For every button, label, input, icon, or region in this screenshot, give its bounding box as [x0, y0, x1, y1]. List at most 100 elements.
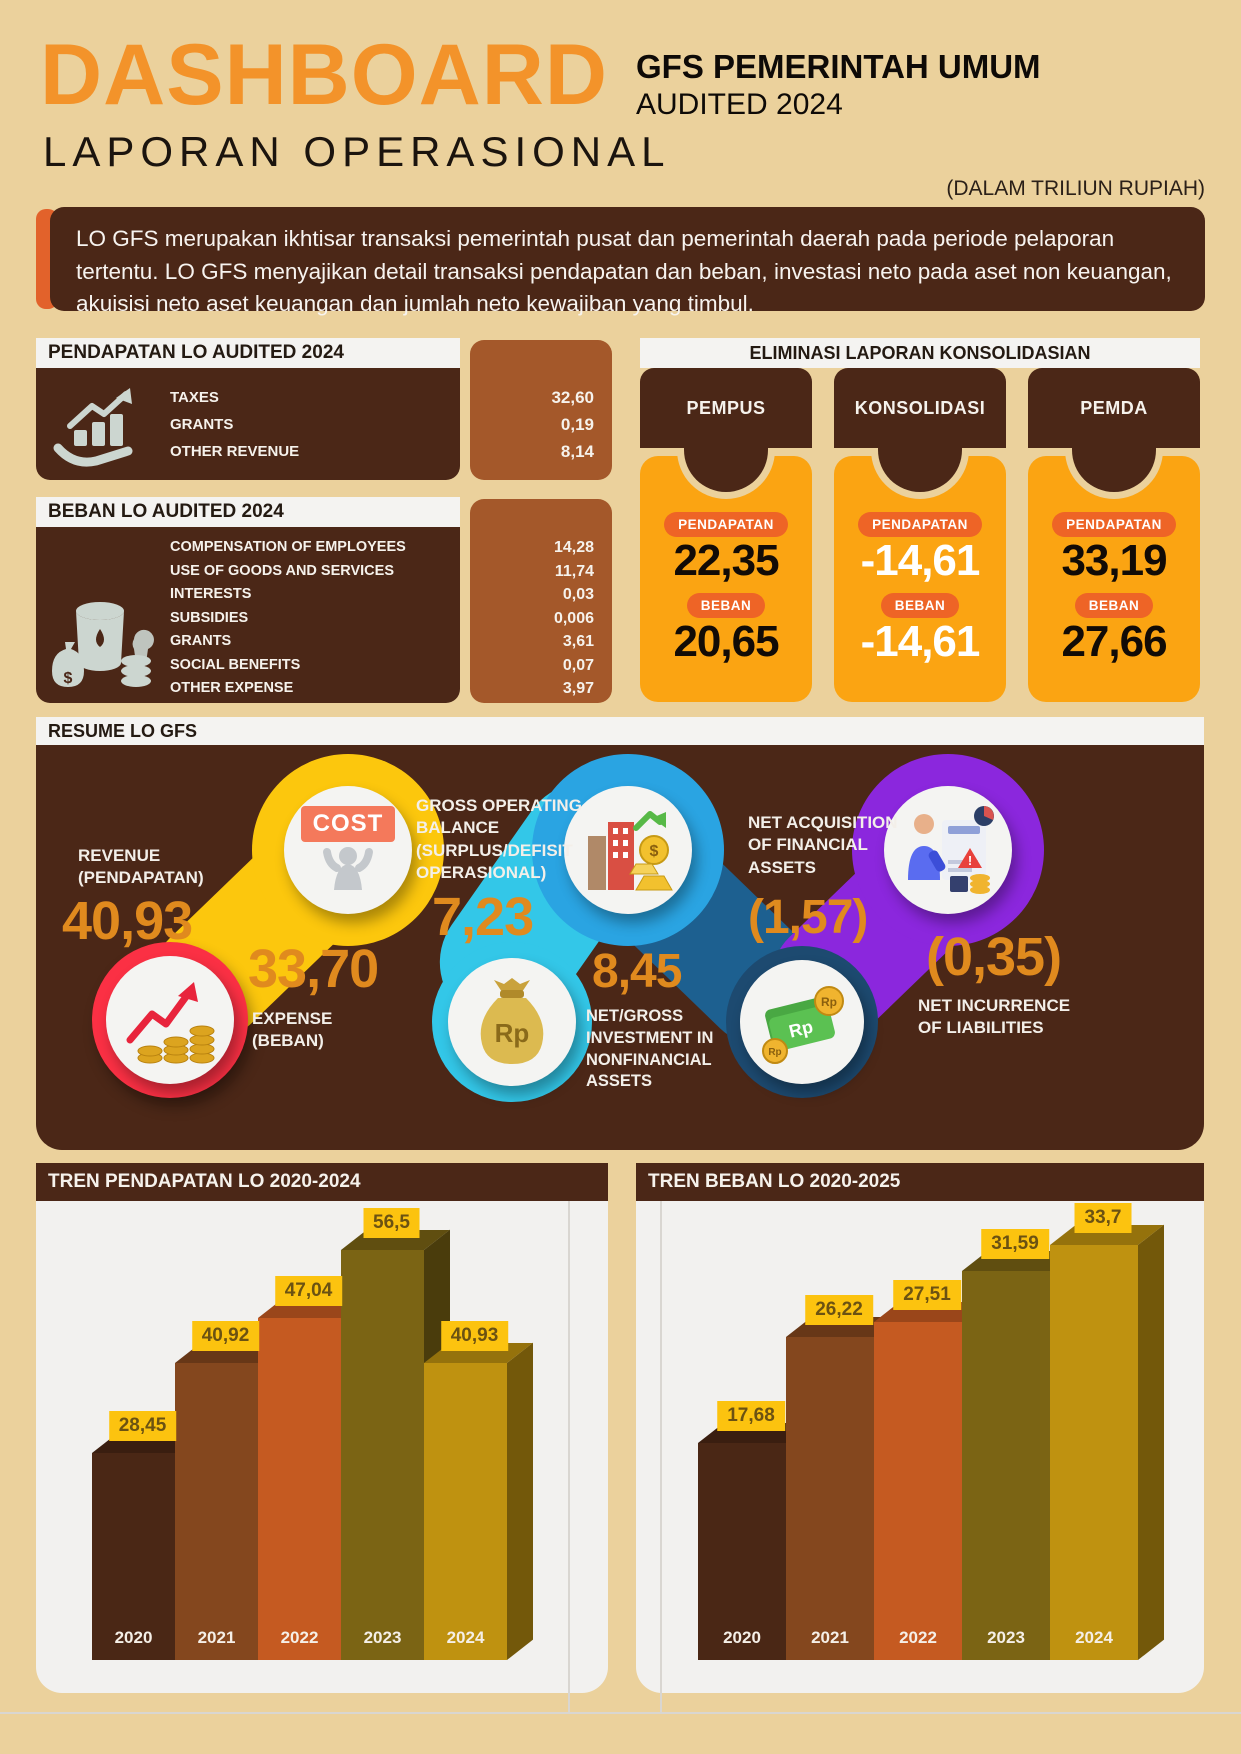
beban-row-label: INTERESTS — [170, 586, 252, 602]
pendapatan-row-value: 32,60 — [551, 388, 594, 407]
bar-2023: 2023 — [341, 1250, 424, 1660]
gross-operating-balance-label: GROSS OPERATING BALANCE (SURPLUS/DEFISIT… — [416, 796, 582, 883]
grid-vline-left — [568, 1201, 570, 1712]
konsolidasi-pendapatan-value: -14,61 — [860, 536, 981, 585]
liabilities-label: NET INCURRENCE OF LIABILITIES — [918, 996, 1071, 1038]
pemda-beban-value: 27,66 — [1061, 617, 1167, 667]
puzzle-tab — [677, 448, 775, 499]
pendapatan-pill: PENDAPATAN — [664, 512, 788, 537]
bar-year-label: 2021 — [811, 1628, 849, 1647]
chart-pendapatan-title: TREN PENDAPATAN LO 2020-2024 — [36, 1163, 608, 1201]
bar-year-label: 2020 — [114, 1628, 153, 1647]
pendapatan-labels: TAXES GRANTS OTHER REVENUE — [170, 384, 299, 465]
unit-note: (DALAM TRILIUN RUPIAH) — [946, 177, 1205, 200]
beban-row-value: 3,61 — [562, 633, 594, 650]
bar-year-label: 2021 — [197, 1628, 236, 1647]
pendapatan-row-label: OTHER REVENUE — [170, 443, 300, 460]
pendapatan-value-box: 32,60 0,19 8,14 — [470, 340, 612, 480]
bar-2020: 2020 — [698, 1443, 786, 1660]
eliminasi-col-pemda-card: PENDAPATAN 33,19 BEBAN 27,66 — [1028, 448, 1200, 702]
beban-pill: BEBAN — [880, 593, 960, 619]
bar-year-label: 2023 — [987, 1628, 1025, 1647]
eliminasi-col-konsolidasi-header: KONSOLIDASI — [834, 368, 1006, 448]
beban-row-value: 0,03 — [562, 586, 594, 603]
chart-pendapatan-plot: 2020 28,45 2021 40,92 2022 47,04 2023 56,5 2024 4… — [36, 1201, 608, 1693]
bar-value-chip: 40,92 — [191, 1321, 260, 1351]
bar-2024: 2024 — [424, 1363, 507, 1660]
report-name: GFS PEMERINTAH UMUM — [636, 48, 1041, 85]
puzzle-tab — [871, 448, 969, 499]
beban-pill: BEBAN — [1074, 593, 1154, 619]
rp-money-bag-icon: Rp — [448, 958, 576, 1086]
eliminasi-section-title: ELIMINASI LAPORAN KONSOLIDASIAN — [640, 338, 1200, 368]
eliminasi-col-pempus-card: PENDAPATAN 22,35 BEBAN 20,65 — [640, 448, 812, 702]
bar-2020: 2020 — [92, 1453, 175, 1660]
pendapatan-pill: PENDAPATAN — [858, 512, 982, 537]
bar-value-chip: 17,68 — [717, 1401, 785, 1431]
revenue-growth-icon — [52, 380, 152, 470]
pemda-pendapatan-value: 33,19 — [1061, 536, 1167, 585]
pendapatan-pill: PENDAPATAN — [1052, 512, 1176, 537]
beban-row-value: 0,07 — [562, 656, 594, 674]
bar-2022: 2022 — [874, 1322, 962, 1660]
page-title: DASHBOARD — [40, 27, 608, 123]
beban-row-label: COMPENSATION OF EMPLOYEES — [170, 539, 406, 555]
bar-year-label: 2024 — [1075, 1628, 1113, 1647]
eliminasi-col-pemda-header: PEMDA — [1028, 368, 1200, 448]
bar-year-label: 2024 — [446, 1628, 485, 1647]
cost-badge: COST — [300, 806, 396, 842]
beban-row-label: SOCIAL BENEFITS — [170, 656, 301, 673]
chart-beban-title: TREN BEBAN LO 2020-2025 — [636, 1163, 1204, 1201]
beban-row-label: OTHER EXPENSE — [170, 680, 294, 696]
financial-assets-label: NET ACQUISITION OF FINANCIAL ASSETS — [748, 813, 898, 877]
svg-text:Rp: Rp — [495, 1018, 530, 1048]
liabilities-value: (0,35) — [926, 927, 1062, 987]
beban-row-label: USE OF GOODS AND SERVICES — [170, 562, 394, 579]
nonfinancial-investment-value: 8,45 — [592, 945, 682, 998]
intro-text: LO GFS merupakan ikhtisar transaksi peme… — [76, 226, 1172, 317]
bar-value-chip: 26,22 — [805, 1295, 873, 1325]
svg-text:!: ! — [968, 853, 972, 868]
chart-beban-bars: 2020 17,68 2021 26,22 2022 27,51 2023 31,59 2024… — [636, 1201, 1204, 1693]
konsolidasi-beban-value: -14,61 — [860, 617, 981, 667]
beban-value-box: 14,28 11,74 0,03 0,006 3,61 0,07 3,97 — [470, 499, 612, 703]
bar-side-face — [1138, 1224, 1164, 1660]
svg-text:$: $ — [64, 670, 73, 687]
bar-value-chip: 28,45 — [108, 1411, 177, 1441]
revenue-label: REVENUE (PENDAPATAN) — [78, 846, 204, 888]
gross-operating-balance-value: 7,23 — [432, 887, 534, 947]
bar-value-chip: 27,51 — [893, 1280, 961, 1310]
pendapatan-section-title: PENDAPATAN LO AUDITED 2024 — [36, 338, 460, 368]
bar-value-chip: 33,7 — [1074, 1203, 1132, 1233]
bar-year-label: 2022 — [280, 1628, 319, 1647]
bar-year-label: 2020 — [723, 1628, 761, 1647]
coins-growth-icon — [106, 956, 234, 1084]
eliminasi-col-pempus-header: PEMPUS — [640, 368, 812, 448]
pendapatan-row-label: GRANTS — [170, 416, 234, 433]
beban-section-title: BEBAN LO AUDITED 2024 — [36, 497, 460, 527]
eliminasi-col-konsolidasi-card: PENDAPATAN -14,61 BEBAN -14,61 — [834, 448, 1006, 702]
beban-row-value: 11,74 — [554, 562, 594, 580]
bar-value-chip: 47,04 — [274, 1276, 343, 1306]
cheering-person-icon — [323, 847, 373, 890]
bar-year-label: 2023 — [363, 1628, 402, 1647]
bar-2024: 2024 — [1050, 1245, 1138, 1660]
bar-value-chip: 40,93 — [440, 1321, 509, 1351]
rp-banknotes-icon: Rp Rp Rp — [740, 960, 864, 1084]
bar-2023: 2023 — [962, 1271, 1050, 1660]
beban-row-value: 3,97 — [562, 680, 594, 697]
bar-value-chip: 31,59 — [981, 1229, 1049, 1259]
beban-labels: COMPENSATION OF EMPLOYEES USE OF GOODS A… — [170, 536, 406, 701]
beban-pill: BEBAN — [686, 593, 766, 619]
financial-assets-value: (1,57) — [748, 891, 868, 944]
liabilities-person-icon: ! — [884, 786, 1012, 914]
bar-value-chip: 56,5 — [363, 1208, 420, 1238]
grid-hline-bottom — [0, 1712, 1241, 1714]
svg-text:Rp: Rp — [768, 1047, 781, 1058]
beban-row-value: 14,28 — [553, 539, 594, 556]
pendapatan-row-value: 8,14 — [560, 442, 594, 461]
chart-beban-plot: 2020 17,68 2021 26,22 2022 27,51 2023 31,59 2024… — [636, 1201, 1204, 1693]
beban-row-label: GRANTS — [170, 633, 232, 649]
beban-row-label: SUBSIDIES — [170, 609, 249, 626]
